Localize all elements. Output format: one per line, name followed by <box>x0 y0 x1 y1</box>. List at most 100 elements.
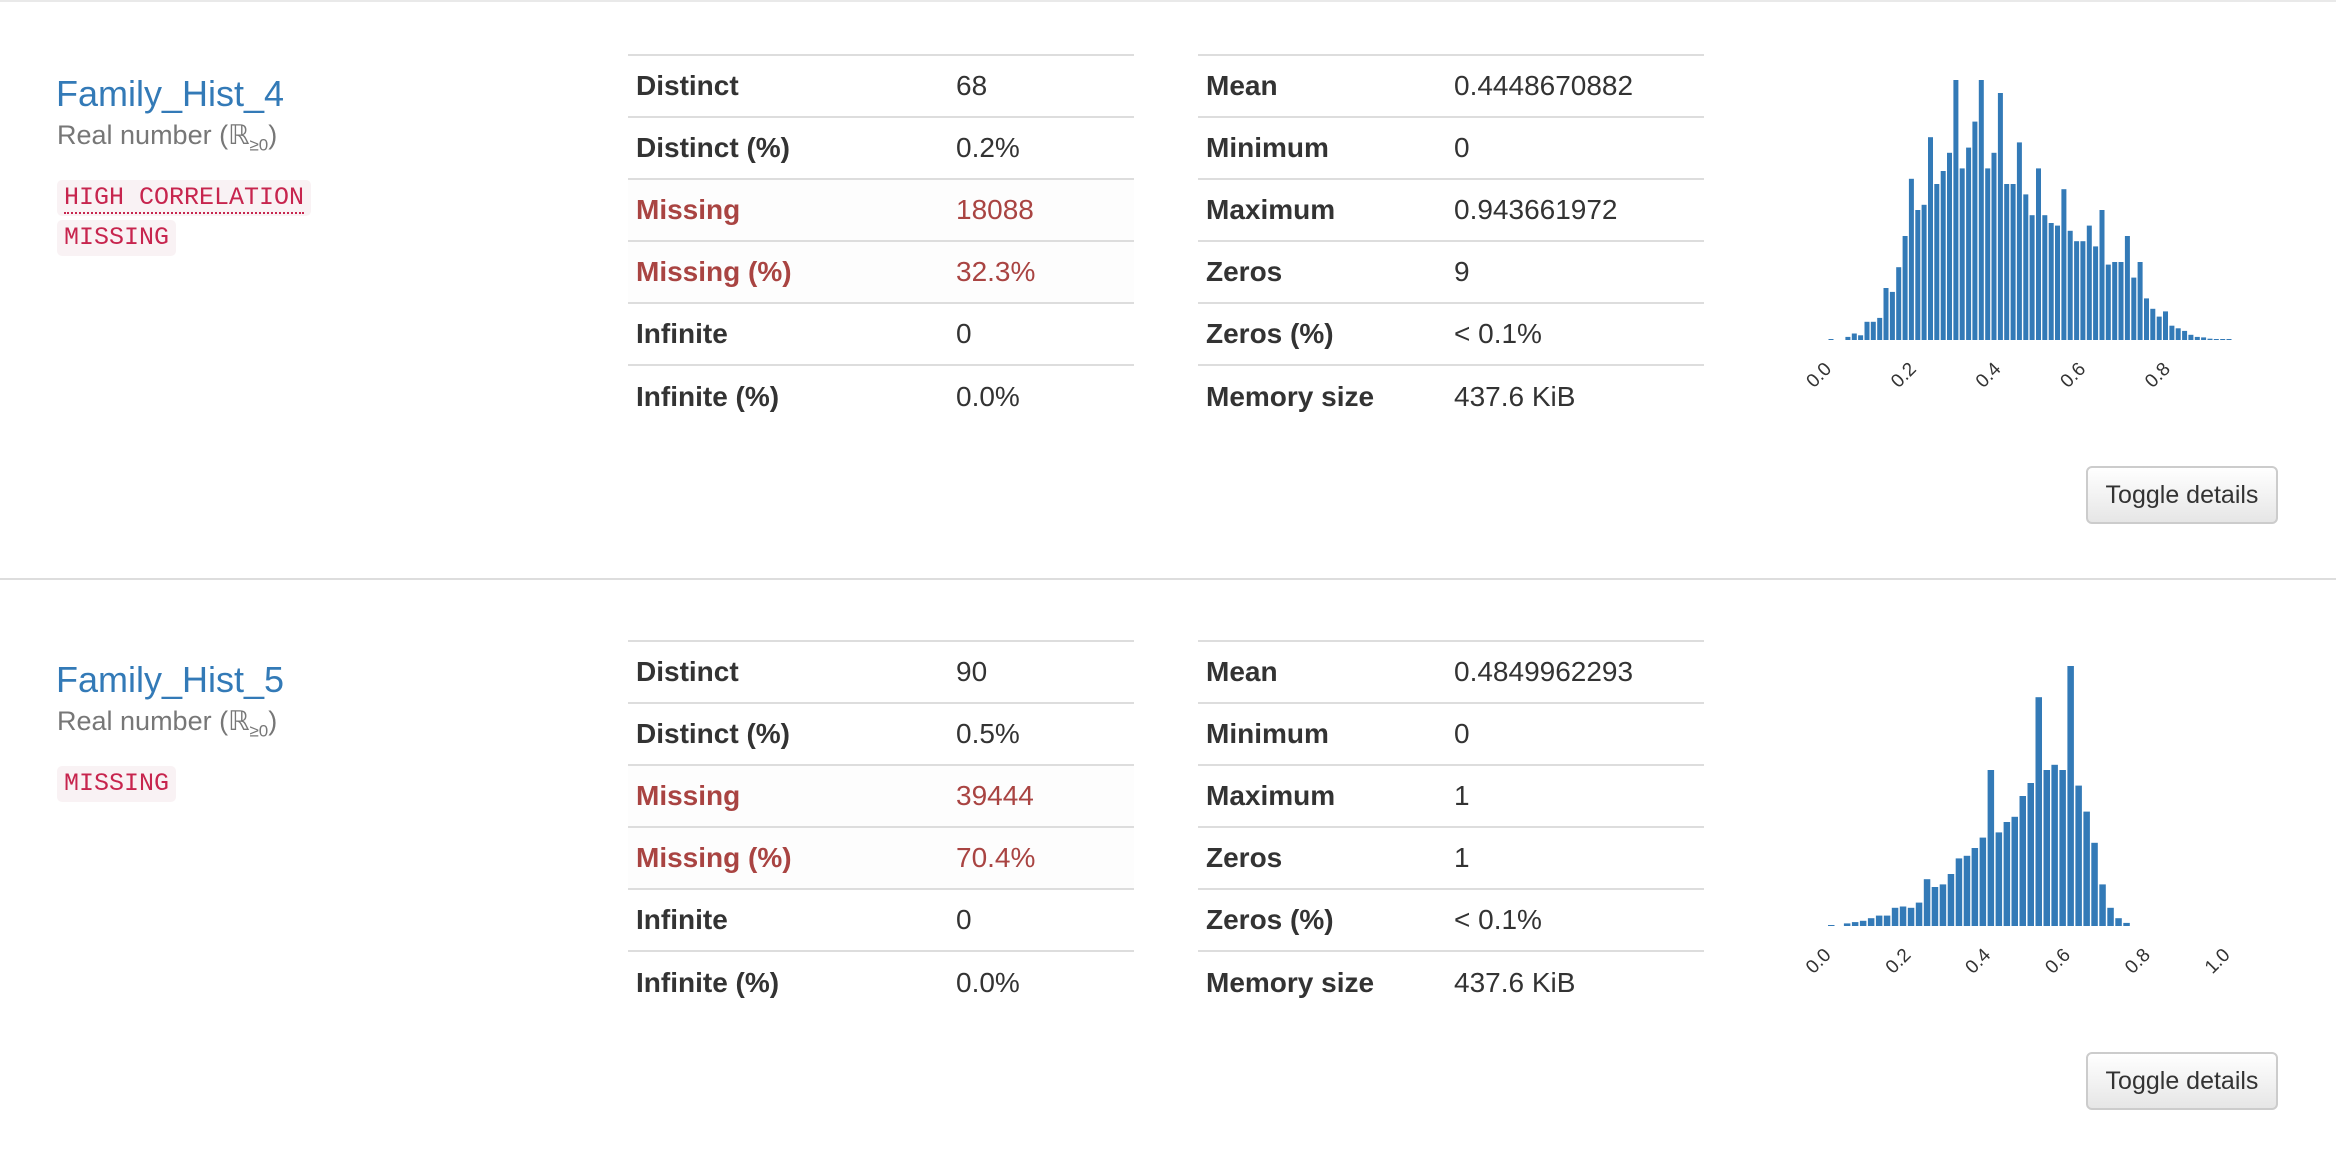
histogram-bar <box>1907 907 1915 926</box>
histogram-bar <box>1947 152 1952 340</box>
stat-label: Memory size <box>1198 950 1446 1013</box>
histogram-bar <box>2115 918 2122 926</box>
stat-label: Missing (%) <box>628 826 948 889</box>
histogram-bar <box>1985 168 1991 340</box>
histogram-bar <box>2074 241 2080 340</box>
stat-value: 90 <box>948 640 1134 703</box>
histogram-bar <box>2019 796 2026 926</box>
histogram-bar <box>2067 666 2074 926</box>
histogram-bar <box>2048 223 2054 340</box>
histogram-bar <box>1870 321 1876 340</box>
stat-label: Missing <box>628 178 948 241</box>
histogram-bar <box>1939 884 1947 926</box>
histogram-bar <box>2226 339 2232 340</box>
histogram-tick-label: 0.0 <box>1802 945 1836 979</box>
histogram-bar <box>2059 770 2066 926</box>
histogram-bar <box>1953 80 1959 340</box>
histogram-bar <box>2131 277 2137 340</box>
variable-type: Real number (ℝ≥0) <box>57 120 278 155</box>
stat-row: Zeros 9 <box>1198 240 1704 303</box>
stat-row-warning: Missing 39444 <box>628 764 1134 827</box>
histogram-bar <box>2137 262 2143 340</box>
stat-row: Zeros (%) < 0.1% <box>1198 888 1704 951</box>
stat-row-warning: Missing (%) 70.4% <box>628 826 1134 889</box>
histogram-bar <box>1987 770 1995 926</box>
histogram-bar <box>2163 311 2168 340</box>
alerts: HIGH CORRELATION MISSING <box>57 180 312 260</box>
histogram-bar <box>1899 906 1907 926</box>
stat-row: Zeros 1 <box>1198 826 1704 889</box>
histogram-bar <box>2004 184 2010 340</box>
histogram-bar <box>2029 215 2035 340</box>
variable-name[interactable]: Family_Hist_5 <box>56 659 285 700</box>
stat-label: Mean <box>1198 640 1446 703</box>
histogram-bar <box>1908 178 1914 340</box>
stat-row: Mean 0.4448670882 <box>1198 54 1704 117</box>
stat-value: < 0.1% <box>1446 888 1704 951</box>
stat-value: 0.5% <box>948 702 1134 765</box>
histogram-bar <box>1928 137 1933 340</box>
stat-label: Missing <box>628 764 948 827</box>
histogram-bar <box>2220 339 2226 340</box>
histogram-bar <box>2093 246 2099 340</box>
alert-missing: MISSING <box>57 220 177 256</box>
histogram-bar <box>2150 308 2156 340</box>
histogram-chart: 0.0 0.2 0.4 0.6 0.8 <box>1803 80 2232 393</box>
stat-value: 437.6 KiB <box>1446 364 1704 427</box>
histogram-bar <box>2036 168 2041 340</box>
stat-row: Zeros (%) < 0.1% <box>1198 302 1704 365</box>
stats-table-overview: Distinct 90 Distinct (%) 0.5% Missing 39444… <box>628 640 1134 1013</box>
toggle-details-button[interactable]: Toggle details <box>2086 1052 2278 1110</box>
histogram-bar <box>1979 837 1987 926</box>
histogram-bar <box>2051 764 2058 926</box>
stat-row: Distinct 68 <box>628 54 1134 117</box>
stat-value: 0.943661972 <box>1446 178 1704 241</box>
stat-value: 70.4% <box>948 826 1134 889</box>
stat-value: 0.4849962293 <box>1446 640 1704 703</box>
stat-value: 0.4448670882 <box>1446 54 1704 117</box>
histogram-bar <box>1921 204 1927 340</box>
toggle-details-button[interactable]: Toggle details <box>2086 466 2278 524</box>
stat-label: Distinct <box>628 640 948 703</box>
histogram-tick-label: 0.6 <box>2057 359 2091 393</box>
stat-row: Maximum 0.943661972 <box>1198 178 1704 241</box>
histogram-bar <box>2003 822 2011 926</box>
stat-row: Maximum 1 <box>1198 764 1704 827</box>
histogram-bar <box>2067 230 2073 340</box>
histogram-tick-label: 0.4 <box>1962 944 1996 978</box>
histogram-bar <box>2144 298 2149 340</box>
histogram-bar <box>1891 907 1899 926</box>
histogram-bar <box>1923 879 1931 926</box>
stat-value: 0 <box>1446 702 1704 765</box>
stats-table-summary: Mean 0.4448670882 Minimum 0 Maximum 0.94366… <box>1198 54 1704 427</box>
stat-value: 1 <box>1446 764 1704 827</box>
stat-label: Mean <box>1198 54 1446 117</box>
histogram-bar <box>1896 267 1902 340</box>
stat-value: 1 <box>1446 826 1704 889</box>
histogram-bar <box>2055 225 2060 340</box>
histogram-bar <box>1864 321 1870 340</box>
histogram-bar <box>1963 855 1971 926</box>
stat-value: 0.0% <box>948 364 1134 427</box>
stat-label: Distinct (%) <box>628 116 948 179</box>
histogram-tick-label: 0.8 <box>2141 359 2175 393</box>
histogram-bar <box>1947 874 1955 926</box>
histogram-bar <box>1966 147 1972 340</box>
histogram-bar <box>1828 339 1834 340</box>
histogram-bar <box>1843 923 1851 926</box>
stat-row: Memory size 437.6 KiB <box>1198 950 1704 1013</box>
histogram-bar <box>1889 291 1895 340</box>
histogram-bar <box>1845 336 1851 340</box>
alert-high-correlation[interactable]: HIGH CORRELATION <box>57 180 312 216</box>
stats-table-summary: Mean 0.4849962293 Minimum 0 Maximum 1 Zeros… <box>1198 640 1704 1013</box>
stat-label: Infinite <box>628 302 948 365</box>
histogram-bar <box>1851 922 1859 926</box>
histogram-bar <box>2182 330 2188 340</box>
stat-label: Distinct (%) <box>628 702 948 765</box>
variable-name[interactable]: Family_Hist_4 <box>56 73 285 114</box>
histogram-bar <box>1859 920 1867 926</box>
histogram-bar <box>1934 184 1940 340</box>
histogram-bar <box>1851 333 1857 340</box>
top-rule <box>0 0 2336 2</box>
histogram-bar <box>1955 858 1963 926</box>
